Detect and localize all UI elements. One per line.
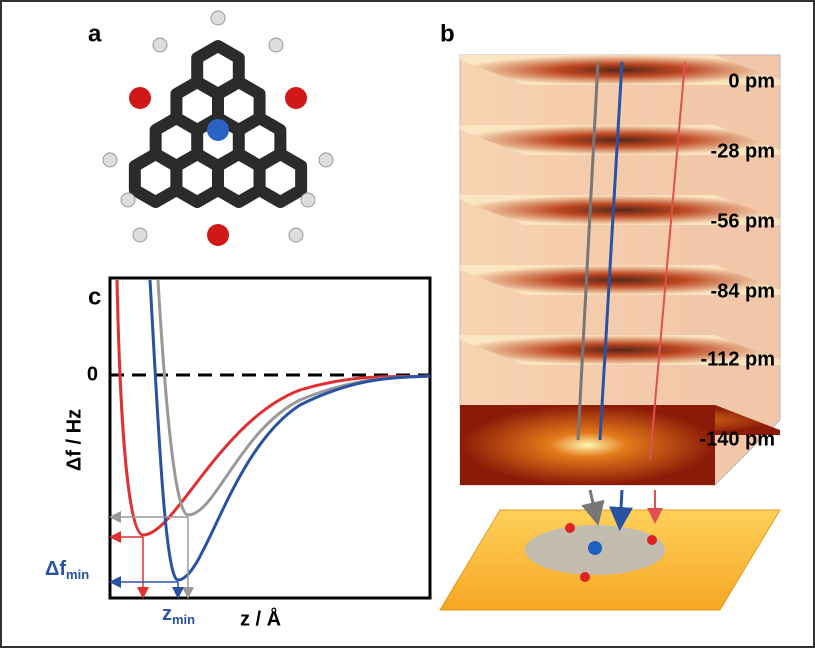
hydrogen — [211, 11, 225, 25]
panel-label: b — [440, 20, 455, 47]
z-min-subscript: min — [172, 612, 195, 627]
layer-fill — [460, 405, 715, 485]
oxygen — [207, 224, 229, 246]
panel-label: c — [88, 283, 101, 310]
df-min-text: Δf — [45, 558, 66, 580]
layer-label: -112 pm — [701, 348, 775, 370]
layer-label: 0 pm — [728, 70, 775, 92]
x-axis-label: z / Å — [240, 606, 281, 630]
hydrogen — [103, 153, 117, 167]
hydrogen — [121, 193, 135, 207]
hydrogen — [289, 228, 303, 242]
oxygen — [285, 87, 307, 109]
surface — [440, 510, 780, 630]
z-min-text: z — [162, 603, 172, 625]
hydrogen — [301, 193, 315, 207]
hydrogen — [153, 38, 167, 52]
zero-label: 0 — [87, 363, 98, 385]
layer-label: -140 pm — [699, 428, 775, 450]
layer-label: -28 pm — [711, 140, 775, 162]
df-min-subscript: min — [66, 567, 89, 582]
oxygen — [129, 87, 151, 109]
layer-label: -56 pm — [711, 210, 775, 232]
nitrogen — [207, 119, 229, 141]
panel-label: a — [88, 20, 102, 47]
hydrogen — [319, 153, 333, 167]
y-axis-label: Δf / Hz — [63, 409, 85, 471]
hydrogen — [133, 228, 147, 242]
layer-label: -84 pm — [711, 280, 775, 302]
figure: a b 0 pm -28 pm -56 pm -84 pm -112 pm -140 pm… — [0, 0, 815, 648]
hydrogen — [269, 38, 283, 52]
